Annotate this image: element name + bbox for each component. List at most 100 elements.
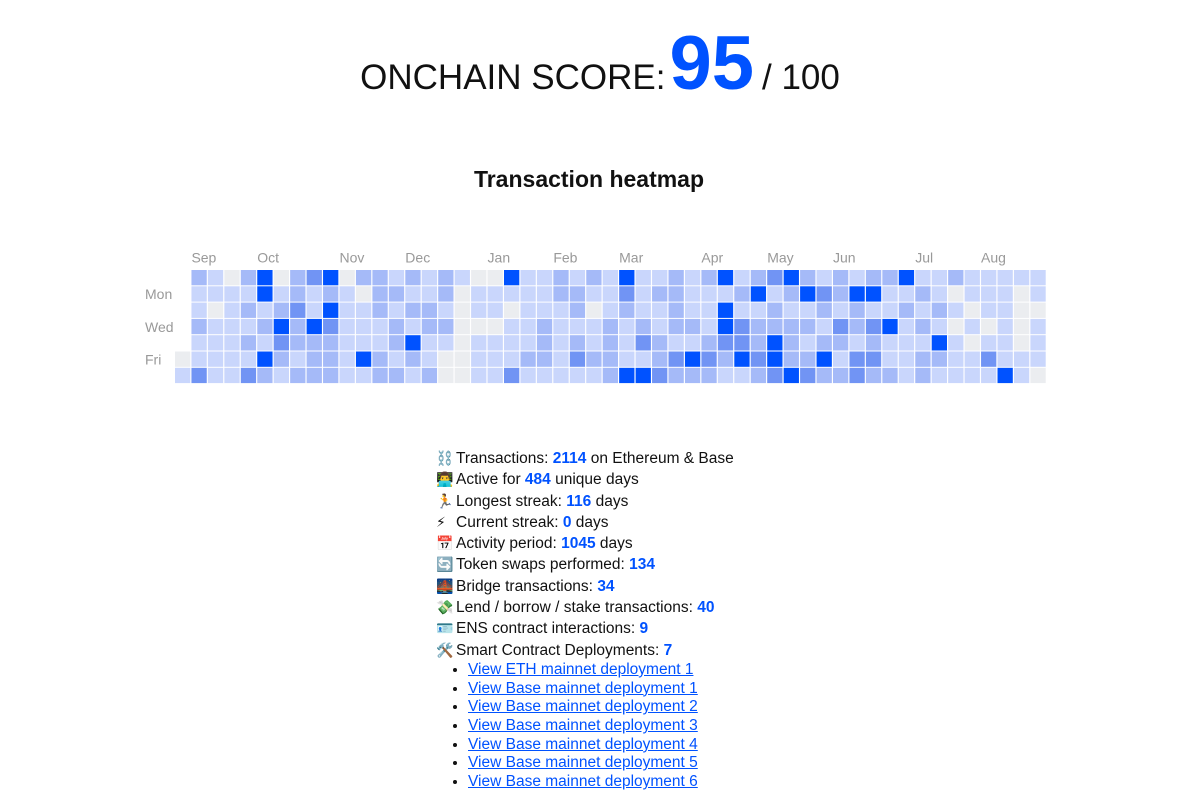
- heatmap-cell: [931, 270, 947, 286]
- heatmap-cell: [520, 302, 536, 318]
- heatmap-cell: [865, 318, 882, 335]
- deployment-link[interactable]: View Base mainnet deployment 1: [468, 679, 698, 697]
- heatmap-cell: [701, 270, 717, 286]
- heatmap-cell: [734, 286, 750, 302]
- heatmap-cell: [898, 286, 915, 302]
- heatmap-cell: [602, 367, 618, 384]
- heatmap-cell: [981, 270, 997, 286]
- deployment-link[interactable]: View Base mainnet deployment 6: [468, 773, 698, 791]
- heatmap-cell: [602, 286, 618, 302]
- heatmap-cell: [421, 335, 438, 351]
- heatmap-cell: [388, 335, 405, 351]
- deployment-link[interactable]: View ETH mainnet deployment 1: [468, 660, 694, 678]
- link-item: View ETH mainnet deployment 1: [468, 661, 734, 680]
- heatmap-cell: [372, 318, 388, 335]
- heatmap-cell: [553, 367, 569, 384]
- heatmap-cell: [668, 351, 684, 367]
- heatmap-cell: [997, 286, 1013, 302]
- heatmap-cell: [438, 335, 454, 351]
- heatmap-cell: [652, 286, 668, 302]
- heatmap-cell: [323, 351, 339, 367]
- heatmap-cell: [438, 351, 454, 367]
- stat-value: 134: [629, 556, 656, 574]
- stat-row: 🏃 Longest streak: 116 days: [436, 491, 734, 512]
- heatmap-cell: [816, 302, 832, 318]
- heatmap-cell: [569, 351, 586, 367]
- heatmap-cell: [800, 335, 816, 351]
- heatmap-cell: [536, 270, 553, 286]
- heatmap-cell: [865, 351, 882, 367]
- heatmap-cell: [997, 270, 1013, 286]
- heatmap-cell: [981, 302, 997, 318]
- heatmap-cell: [504, 367, 520, 384]
- heatmap-cell: [931, 335, 947, 351]
- heatmap-cell: [635, 286, 651, 302]
- stat-row: 🌉 Bridge transactions: 34: [436, 576, 734, 597]
- heatmap-cell: [273, 286, 289, 302]
- heatmap-cell: [372, 302, 388, 318]
- heatmap-cell: [306, 318, 322, 335]
- heatmap-cell: [372, 286, 388, 302]
- heatmap-cell: [569, 335, 586, 351]
- deployment-link[interactable]: View Base mainnet deployment 4: [468, 735, 698, 753]
- heatmap-cell: [948, 351, 964, 367]
- stat-label: ENS contract interactions:: [456, 620, 636, 638]
- stat-value: 40: [697, 599, 715, 617]
- heatmap-cell: [504, 335, 520, 351]
- heatmap-cell: [536, 318, 553, 335]
- heatmap-cell: [652, 302, 668, 318]
- heatmap-cell: [668, 367, 684, 384]
- heatmap-cell: [783, 270, 799, 286]
- deployment-link[interactable]: View Base mainnet deployment 2: [468, 698, 698, 716]
- heatmap-cell: [915, 318, 931, 335]
- heatmap-cell: [783, 302, 799, 318]
- deployment-link[interactable]: View Base mainnet deployment 5: [468, 754, 698, 772]
- heatmap-cell: [635, 367, 651, 384]
- heatmap-cell: [800, 302, 816, 318]
- heatmap-cell: [504, 270, 520, 286]
- heatmap-cell: [290, 335, 306, 351]
- day-label: Wed: [145, 319, 174, 335]
- score-label: ONCHAIN SCORE:: [360, 58, 666, 97]
- stat-row: 🔄 Token swaps performed: 134: [436, 554, 734, 575]
- heatmap-cell: [339, 270, 355, 286]
- heatmap-cell: [865, 270, 882, 286]
- heatmap-cell: [273, 351, 289, 367]
- heatmap-cell: [668, 335, 684, 351]
- heatmap-cell: [783, 351, 799, 367]
- heatmap-cell: [191, 318, 207, 335]
- heatmap-cell: [635, 351, 651, 367]
- heatmap-cell: [767, 367, 783, 384]
- heatmap-cell: [454, 318, 470, 335]
- heatmap-cell: [438, 318, 454, 335]
- heatmap-cell: [684, 286, 701, 302]
- heatmap-cell: [833, 335, 849, 351]
- heatmap-cell: [915, 367, 931, 384]
- stat-value: 2114: [552, 450, 587, 467]
- month-label: Jan: [488, 250, 511, 266]
- link-item: View Base mainnet deployment 6: [468, 773, 734, 792]
- stat-icon: 👨‍💻: [436, 471, 454, 488]
- heatmap-cell: [767, 270, 783, 286]
- heatmap-cell: [750, 270, 767, 286]
- heatmap-cell: [882, 270, 898, 286]
- heatmap-cell: [816, 270, 832, 286]
- heatmap-cell: [734, 351, 750, 367]
- heatmap-cell: [849, 335, 865, 351]
- heatmap-cell: [865, 302, 882, 318]
- stat-row: 📅 Activity period: 1045 days: [436, 533, 734, 554]
- stat-value: 1045: [561, 535, 596, 553]
- heatmap-cell: [767, 302, 783, 318]
- link-item: View Base mainnet deployment 1: [468, 680, 734, 699]
- heatmap-cell: [652, 318, 668, 335]
- stat-icon: ⚡: [436, 513, 446, 530]
- heatmap-cell: [619, 302, 635, 318]
- deployment-link[interactable]: View Base mainnet deployment 3: [468, 717, 698, 735]
- heatmap-cell: [1013, 351, 1030, 367]
- heatmap-cell: [553, 286, 569, 302]
- heatmap-cell: [339, 367, 355, 384]
- heatmap-cell: [652, 367, 668, 384]
- heatmap-cell: [1030, 270, 1046, 286]
